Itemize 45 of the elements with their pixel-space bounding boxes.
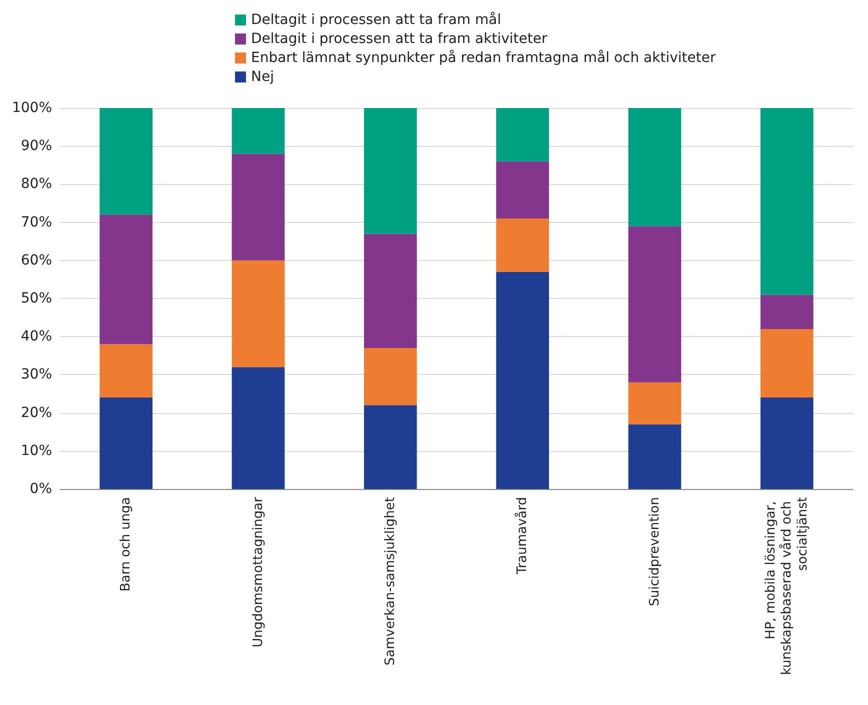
bar (364, 405, 417, 489)
y-tick-label: 0% (30, 481, 52, 497)
bar (760, 108, 814, 295)
bar (232, 154, 285, 260)
y-tick-label: 20% (20, 404, 52, 421)
bar (100, 214, 153, 344)
bar (232, 108, 285, 154)
legend-label: Nej (251, 69, 274, 85)
legend-label: Enbart lämnat synpunkter på redan framtagna mål och aktiviteter (251, 49, 716, 66)
bar (496, 272, 550, 489)
y-tick-label: 90% (20, 138, 52, 154)
bar (628, 382, 682, 424)
y-tick-label: 60% (20, 252, 52, 268)
y-tick-label: 10% (20, 442, 52, 459)
x-tick-label: Barn och unga (118, 497, 134, 592)
y-tick-label: 40% (20, 328, 52, 345)
bar (496, 218, 550, 272)
x-tick-label: Traumavård (514, 497, 530, 576)
bar (628, 108, 682, 226)
y-tick-label: 80% (20, 176, 52, 192)
x-tick-label: HP, mobila lösningar, kunskapsbaserad vård och socialtjänst (763, 497, 810, 675)
legend-label: Deltagit i processen att ta fram mål (251, 11, 502, 28)
legend-label: Deltagit i processen att ta fram aktiviteter (251, 31, 548, 47)
bar (496, 161, 550, 218)
y-tick-label: 50% (20, 290, 52, 306)
x-tick-label: Samverkan-samsjuklighet (382, 497, 398, 666)
bar (760, 294, 814, 329)
bar (232, 260, 285, 368)
bar (628, 424, 682, 489)
bar (364, 348, 417, 406)
bar (364, 234, 417, 348)
bar (760, 328, 814, 398)
y-tick-label: 100% (12, 100, 52, 116)
bar (232, 367, 285, 489)
x-tick-label: Suicidprevention (647, 497, 662, 606)
y-tick-label: 70% (20, 214, 52, 230)
bar (628, 226, 682, 382)
bar (364, 108, 417, 234)
y-tick-label: 30% (20, 366, 52, 383)
bar (100, 398, 153, 489)
x-tick-label: Ungdomsmottagningar (250, 496, 266, 648)
bar (760, 398, 814, 489)
bar (100, 108, 153, 215)
bar (496, 108, 550, 162)
bar (100, 344, 153, 398)
